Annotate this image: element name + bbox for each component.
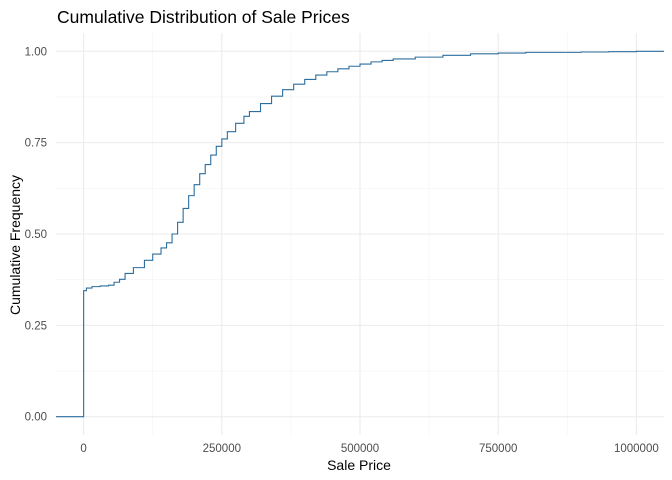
y-axis-ticks: 0.00 0.25 0.50 0.75 1.00	[25, 46, 47, 423]
y-tick-label: 0.50	[25, 229, 47, 241]
y-tick-label: 0.75	[25, 138, 47, 150]
x-axis-ticks: 0 250000 500000 750000 1000000	[80, 443, 658, 455]
ecdf-series-line	[56, 50, 664, 418]
series-layer	[56, 50, 664, 418]
x-axis-label: Sale Price	[327, 457, 391, 473]
major-gridlines	[56, 33, 664, 435]
y-axis-label: Cumulative Frequency	[7, 175, 23, 315]
y-tick-label: 0.00	[25, 412, 47, 424]
y-tick-label: 0.25	[25, 320, 47, 332]
x-tick-label: 750000	[479, 443, 517, 455]
x-tick-label: 500000	[341, 443, 379, 455]
y-tick-label: 1.00	[25, 46, 47, 58]
chart-title: Cumulative Distribution of Sale Prices	[57, 7, 350, 27]
x-tick-label: 1000000	[614, 443, 659, 455]
x-tick-label: 0	[80, 443, 86, 455]
x-tick-label: 250000	[203, 443, 241, 455]
